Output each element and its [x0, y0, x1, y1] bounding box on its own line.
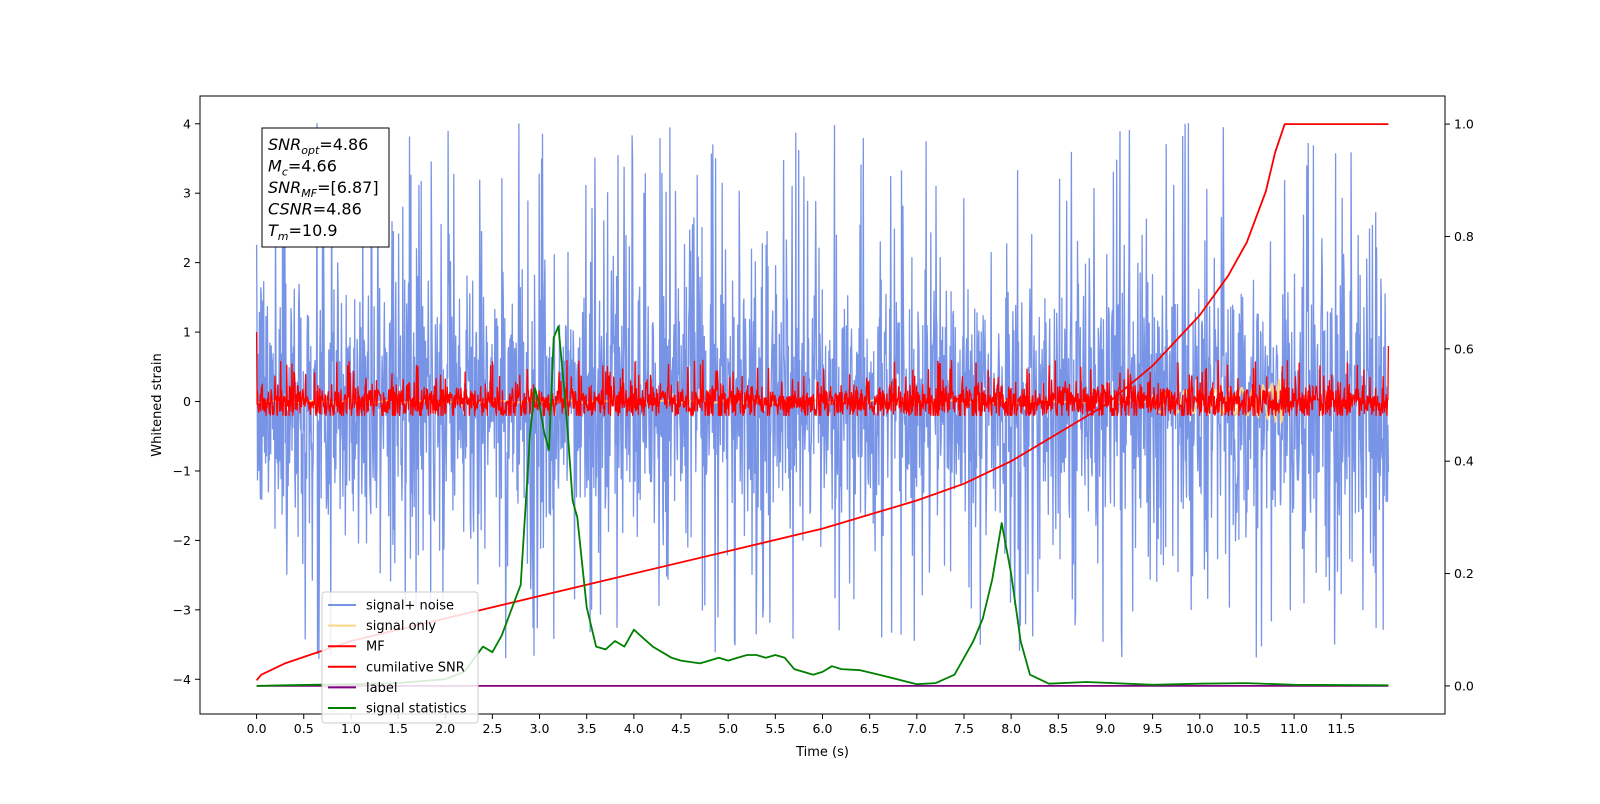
y-axis-left: 4 3 2 1 0 −1 −2 −3 −4 — [173, 116, 200, 687]
info-box-border — [261, 127, 390, 248]
x-tick-label: 9.5 — [1143, 721, 1163, 736]
legend-entry-label: label — [366, 681, 397, 696]
x-axis: 0.0 0.5 1.0 1.5 2.0 2.5 3.0 3.5 4.0 4.5 5.0 5.5 6.0 6… — [247, 714, 1355, 736]
info-line: Mc=4.66 — [268, 157, 337, 179]
series-line-signal-statistics — [256, 325, 1389, 687]
x-tick-label: 6.5 — [860, 721, 880, 736]
x-tick-label: 5.0 — [718, 721, 738, 736]
x-tick-label: 2.5 — [482, 721, 502, 736]
x-tick-label: 0.5 — [294, 721, 314, 736]
x-tick-label: 10.0 — [1186, 721, 1214, 736]
y-tick-label: −3 — [173, 602, 191, 617]
y2-tick-label: 0.4 — [1454, 454, 1474, 469]
y-tick-label: 4 — [183, 116, 191, 131]
x-tick-label: 9.0 — [1096, 721, 1116, 736]
y-tick-label: 1 — [183, 325, 191, 340]
x-tick-label: 0.0 — [247, 721, 267, 736]
x-tick-label: 3.0 — [530, 721, 550, 736]
x-tick-label: 10.5 — [1233, 721, 1261, 736]
x-tick-label: 6.0 — [813, 721, 833, 736]
legend-entry-label: signal statistics — [366, 702, 467, 717]
info-line: CSNR=4.86 — [268, 200, 362, 219]
y2-tick-label: 0.6 — [1454, 341, 1474, 356]
legend-entry-label: cumilative SNR — [366, 660, 465, 675]
y-tick-label: −2 — [173, 533, 191, 548]
y-tick-label: 3 — [183, 186, 191, 201]
x-tick-label: 2.0 — [435, 721, 455, 736]
y-tick-label: −4 — [173, 672, 191, 687]
y2-tick-label: 0.2 — [1454, 566, 1474, 581]
x-tick-label: 7.5 — [954, 721, 974, 736]
x-tick-label: 8.5 — [1048, 721, 1068, 736]
legend-entry-label: signal+ noise — [366, 599, 454, 614]
x-tick-label: 5.5 — [765, 721, 785, 736]
y2-tick-label: 1.0 — [1454, 117, 1474, 132]
y-tick-label: 0 — [183, 394, 191, 409]
x-tick-label: 1.0 — [341, 721, 361, 736]
info-line: SNRopt=4.86 — [268, 135, 368, 157]
x-axis-title: Time (s) — [795, 745, 849, 760]
legend-frame — [321, 591, 479, 724]
x-tick-label: 11.0 — [1280, 721, 1308, 736]
legend-entry-label: signal only — [366, 619, 436, 634]
y-tick-label: −1 — [173, 463, 191, 478]
y2-tick-label: 0.8 — [1454, 229, 1474, 244]
x-tick-label: 1.5 — [388, 721, 408, 736]
legend-entry-label: MF — [366, 640, 385, 655]
x-tick-label: 7.0 — [907, 721, 927, 736]
legend: signal+ noise signal only MF cumilative SNR… — [321, 591, 479, 724]
x-tick-label: 4.0 — [624, 721, 644, 736]
y-tick-label: 2 — [183, 255, 191, 270]
x-tick-label: 4.5 — [671, 721, 691, 736]
series-line-mf — [255, 332, 1390, 417]
y2-tick-label: 0.0 — [1454, 678, 1474, 693]
y-axis-right: 1.0 0.8 0.6 0.4 0.2 0.0 — [1445, 117, 1474, 693]
y-axis-title: Whitened strain — [150, 353, 165, 456]
info-line: Tm=10.9 — [268, 221, 338, 243]
info-line: SNRMF=[6.87] — [268, 178, 379, 200]
x-tick-label: 3.5 — [577, 721, 597, 736]
x-tick-label: 11.5 — [1327, 721, 1355, 736]
x-tick-label: 8.0 — [1001, 721, 1021, 736]
